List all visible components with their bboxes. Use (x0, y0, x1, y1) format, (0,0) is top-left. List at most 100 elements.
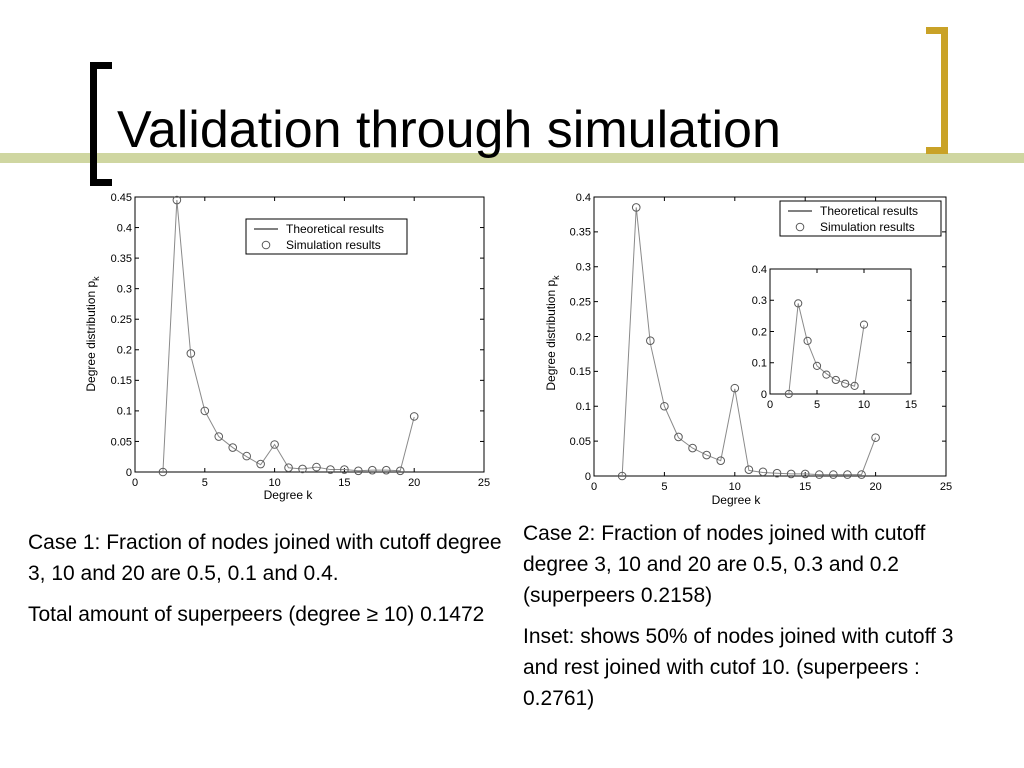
chart2-inset-ytick-label: 0.3 (752, 295, 767, 307)
case2-caption: Case 2: Fraction of nodes joined with cu… (523, 518, 968, 714)
chart1-simulation-point (270, 440, 279, 449)
chart1-simulation-point (368, 465, 377, 475)
chart2-simulation-point (814, 470, 824, 479)
chart2-simulation-point (716, 456, 726, 465)
chart2-simulation-point (800, 469, 810, 479)
chart1-simulation-point (312, 462, 321, 472)
chart2-ytick-label: 0.4 (576, 192, 591, 204)
chart2-simulation-point (702, 450, 711, 460)
chart1-xtick-label: 10 (268, 477, 280, 489)
chart1-ylabel-text: Degree distribution p (84, 281, 98, 392)
chart1-simulation-point (228, 443, 238, 452)
chart1-xtick-label: 0 (132, 477, 138, 489)
chart2-group: 0 5 10 15 20 2500.050.10.150.20.250.30.350.4T… (544, 192, 952, 507)
chart1-xtick-label: 25 (478, 477, 490, 489)
chart2-inset-simulation-point (850, 381, 859, 390)
chart2-simulation-point (688, 443, 697, 453)
chart1-ylabel: Degree distribution pk (84, 276, 101, 392)
chart2-xlabel: Degree k (712, 493, 762, 507)
chart2-ytick-label: 0.05 (570, 436, 591, 448)
chart1-simulation-point (381, 465, 391, 475)
chart2-legend-box (779, 200, 942, 237)
chart2-inset-ytick-label: 0.4 (752, 264, 767, 276)
case2-description: Case 2: Fraction of nodes joined with cu… (523, 522, 926, 607)
chart1-legend-marker-swatch (261, 240, 271, 250)
chart2-simulation-point (646, 336, 655, 345)
chart2-xtick-label: 25 (940, 481, 952, 493)
chart1-simulation-point (340, 465, 349, 474)
chart2-inset-simulation-point (812, 361, 822, 370)
chart2-inset-ytick-label: 0.2 (752, 326, 767, 338)
chart2-legend-marker-swatch (795, 222, 805, 232)
chart2-ytick-label: 0.15 (570, 366, 591, 378)
chart2-simulation-point (730, 383, 740, 393)
chart1-ytick-label: 0.2 (117, 345, 132, 357)
chart2-simulation-point (660, 401, 669, 411)
chart1-ytick-label: 0 (126, 467, 132, 479)
chart2-simulation-point (772, 468, 782, 478)
chart2-ytick-label: 0.1 (576, 401, 591, 413)
chart2-inset-simulation-point (784, 389, 793, 399)
chart2-xtick-label: 5 (661, 481, 667, 493)
chart2-inset-simulation-point (831, 375, 840, 385)
chart1-simulation-point (186, 349, 196, 358)
chart2-inset-xtick-label: 10 (858, 399, 870, 411)
right-bracket (926, 27, 948, 154)
chart1-simulation-point (172, 195, 182, 205)
chart1-plot-frame (134, 196, 485, 473)
chart2-inset-group: 0 5 10 15 0 0.1 0.2 0.3 0.4 (752, 264, 917, 411)
slide-title: Validation through simulation (117, 101, 781, 159)
chart1-ytick-label: 0.45 (111, 192, 132, 204)
chart2-simulation-point (758, 467, 768, 477)
chart2-inset-xtick-label: 5 (814, 399, 820, 411)
chart1-xlabel: Degree k (264, 488, 314, 502)
chart2-ytick-label: 0.35 (570, 227, 591, 239)
chart1-ytick-label: 0.3 (117, 284, 132, 296)
chart2-ytick-label: 0.25 (570, 296, 591, 308)
chart1-xtick-label: 20 (408, 477, 420, 489)
chart2-ylabel-text: Degree distribution p (544, 280, 558, 391)
chart1-simulation-point (200, 406, 210, 416)
chart2-xtick-label: 10 (729, 481, 741, 493)
chart2-inset-ytick-label: 0.1 (752, 358, 767, 370)
chart1-simulation-point (284, 463, 293, 473)
chart1-xtick-label: 15 (338, 477, 350, 489)
chart2-inset-simulation-point (794, 299, 803, 308)
chart2-simulation-point (871, 433, 880, 442)
chart2-ylabel-subscript: k (551, 275, 561, 280)
chart1-legend-entry: Simulation results (286, 238, 381, 252)
chart1-simulation-point (354, 466, 363, 476)
chart1-simulation-point (395, 466, 405, 476)
title-band (0, 153, 1024, 163)
chart2-simulation-point (617, 471, 627, 481)
chart2-inset-background (770, 269, 911, 394)
chart2-simulation-point (674, 432, 683, 442)
chart2-inset-simulation-point (859, 320, 869, 329)
chart2-inset-simulation-point (841, 379, 850, 388)
chart1-theoretical-line (162, 200, 415, 473)
case2-inset-note: Inset: shows 50% of nodes joined with cu… (523, 625, 954, 710)
chart1-simulation-point (409, 412, 419, 421)
chart2-ytick-label: 0 (585, 471, 591, 483)
chart1-simulation-point (326, 465, 335, 474)
chart1-ytick-label: 0.15 (111, 375, 132, 387)
chart1-ytick-label: 0.1 (117, 406, 132, 418)
chart2-inset-xtick-label: 15 (905, 399, 917, 411)
chart2-inset-xtick-label: 0 (767, 399, 773, 411)
case1-description: Case 1: Fraction of nodes joined with cu… (28, 531, 502, 585)
chart1-xtick-label: 5 (202, 477, 208, 489)
chart2-simulation-point (857, 470, 866, 479)
chart2-inset-simulation-point (822, 370, 831, 379)
chart1-legend-box (245, 218, 408, 255)
chart2-ylabel: Degree distribution pk (544, 275, 561, 391)
chart2-xtick-label: 20 (869, 481, 881, 493)
chart2-simulation-point (631, 203, 641, 212)
case1-superpeers: Total amount of superpeers (degree ≥ 10)… (28, 603, 485, 626)
chart2-inset-ytick-label: 0 (761, 389, 767, 401)
chart2-legend-entry: Theoretical results (820, 204, 918, 218)
chart1-group: 0 5 10 15 20 25 0 0.05 0.1 0.15 0.2 0.25 0.3 0.35 0.4 0… (84, 192, 490, 502)
chart2-simulation-point (843, 470, 852, 479)
chart1-simulation-point (158, 467, 168, 477)
chart2-inset-simulation-point (803, 336, 812, 345)
